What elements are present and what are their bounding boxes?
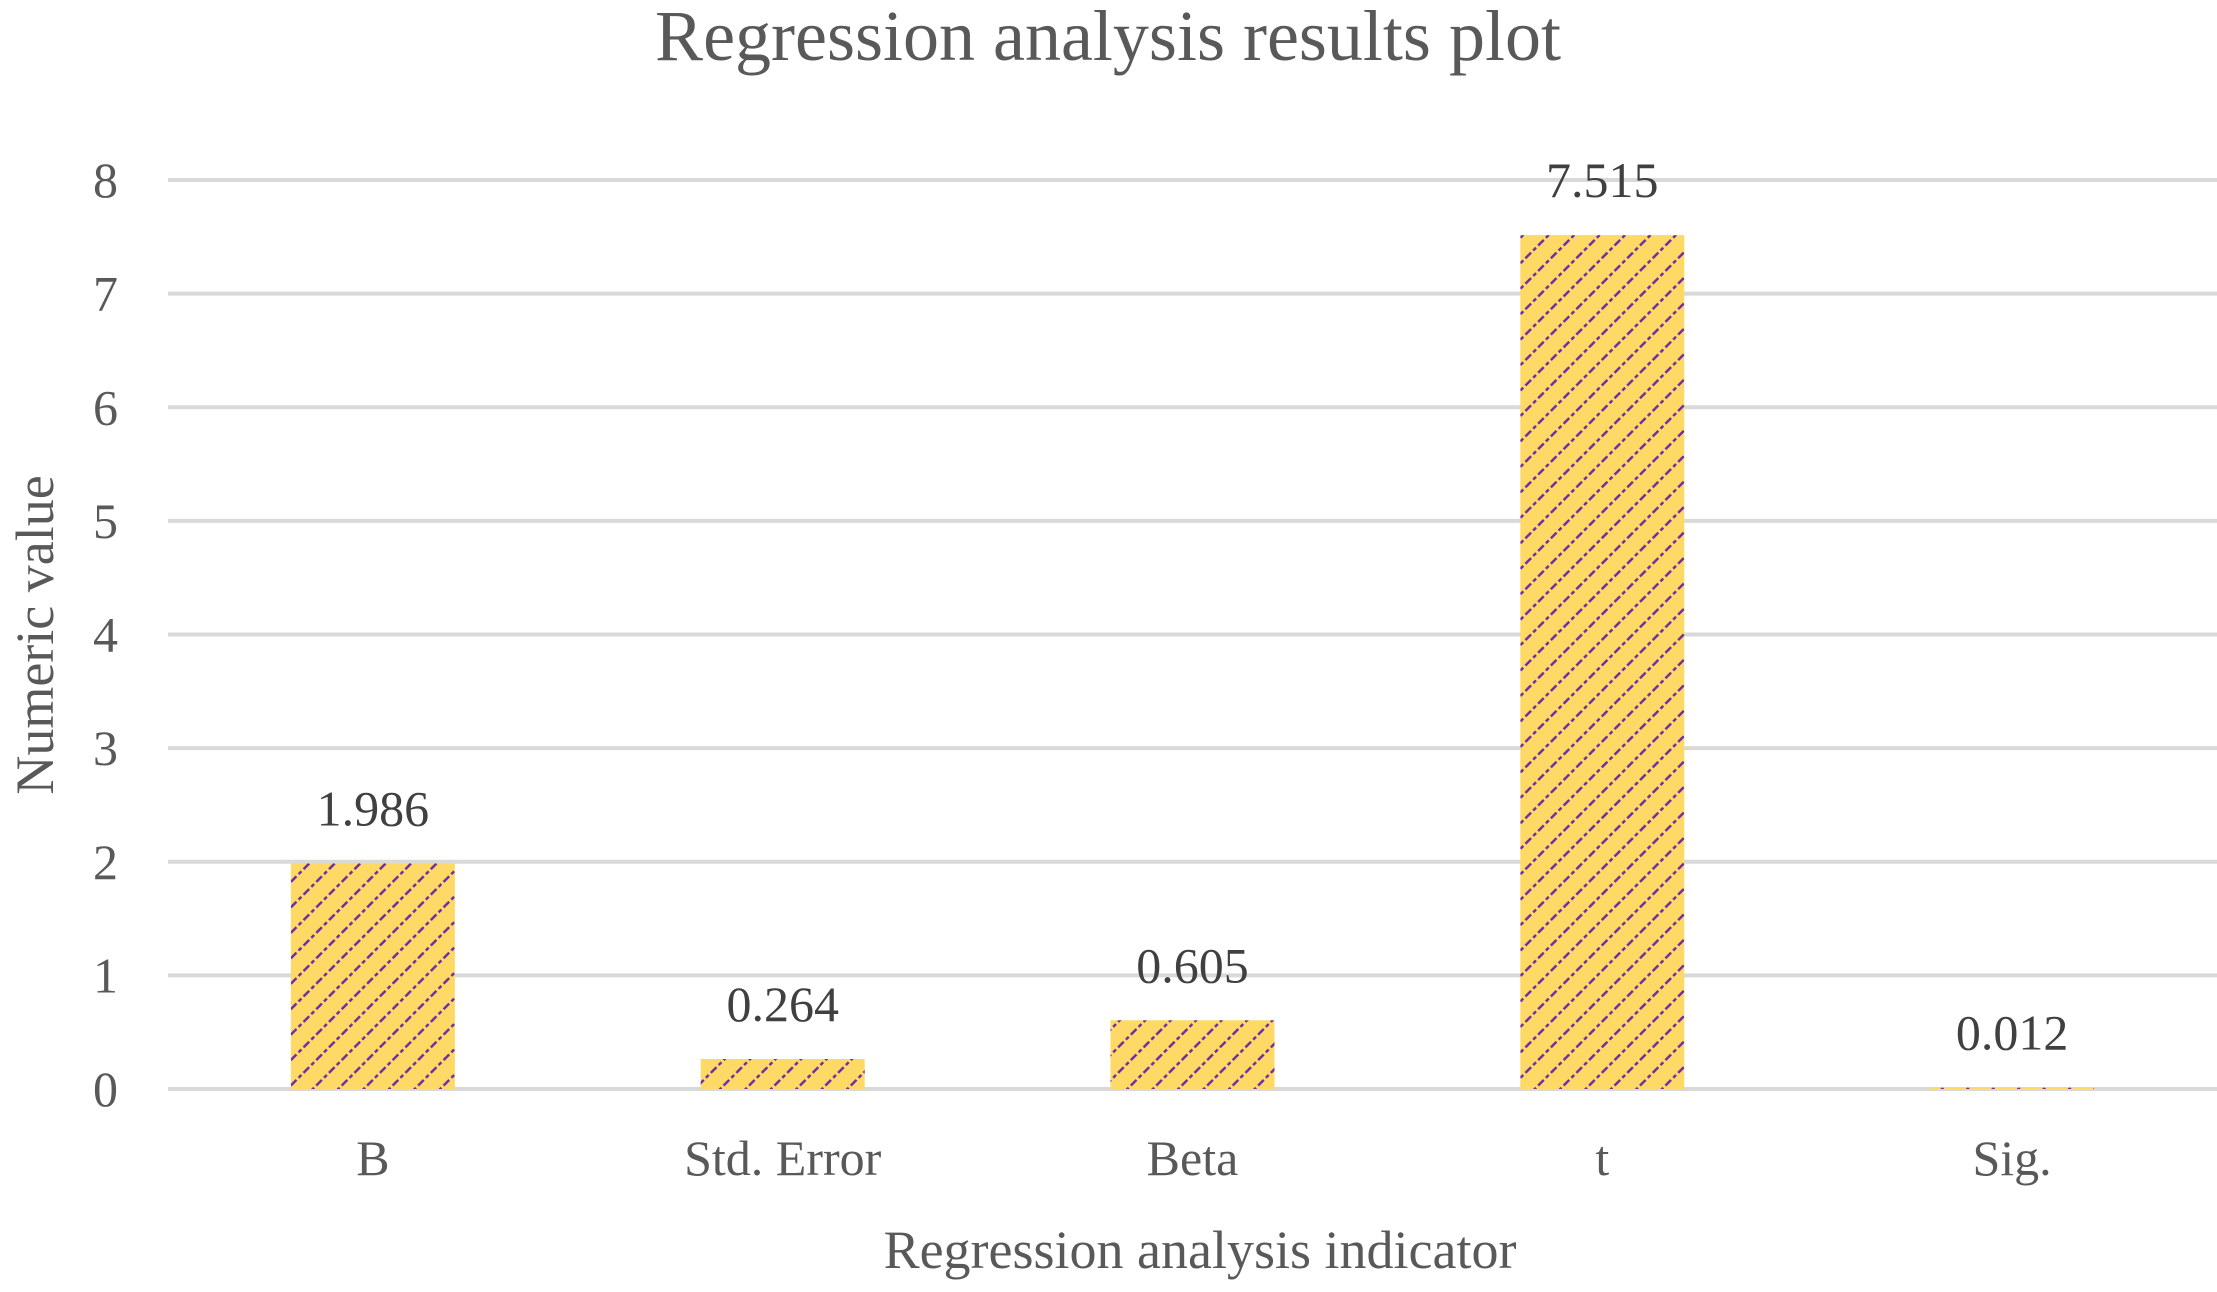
data-labels: 1.986 0.264 0.605 7.515 0.012 bbox=[317, 152, 2069, 1061]
data-label: 0.012 bbox=[1956, 1005, 2069, 1061]
y-tick-label: 0 bbox=[93, 1061, 118, 1117]
chart-title: Regression analysis results plot bbox=[655, 0, 1561, 76]
x-tick-label: B bbox=[356, 1130, 389, 1186]
bar-sig bbox=[1930, 1087, 2095, 1089]
bar-b bbox=[290, 863, 455, 1089]
x-tick-label: Sig. bbox=[1972, 1130, 2051, 1186]
y-tick-label: 5 bbox=[93, 493, 118, 549]
y-tick-label: 2 bbox=[93, 834, 118, 890]
x-tick-label: Beta bbox=[1147, 1130, 1239, 1186]
bars bbox=[290, 235, 2095, 1089]
y-tick-label: 8 bbox=[93, 152, 118, 208]
y-tick-label: 1 bbox=[93, 947, 118, 1003]
data-label: 0.264 bbox=[726, 976, 839, 1032]
y-tick-label: 7 bbox=[93, 266, 118, 322]
x-axis-label: Regression analysis indicator bbox=[884, 1220, 1517, 1280]
x-axis-ticks: B Std. Error Beta t Sig. bbox=[356, 1130, 2051, 1186]
y-tick-label: 3 bbox=[93, 720, 118, 776]
bar-std-error bbox=[700, 1059, 865, 1089]
y-tick-label: 4 bbox=[93, 607, 118, 663]
y-tick-label: 6 bbox=[93, 379, 118, 435]
y-axis-ticks: 0 1 2 3 4 5 6 7 8 bbox=[93, 152, 118, 1117]
data-label: 0.605 bbox=[1136, 937, 1249, 993]
y-axis-label: Numeric value bbox=[5, 475, 65, 794]
x-tick-label: Std. Error bbox=[684, 1130, 882, 1186]
x-tick-label: t bbox=[1595, 1130, 1609, 1186]
bar-t bbox=[1520, 235, 1685, 1089]
data-label: 7.515 bbox=[1546, 152, 1659, 208]
gridlines bbox=[168, 178, 2217, 1091]
data-label: 1.986 bbox=[317, 780, 430, 836]
bar-beta bbox=[1110, 1020, 1275, 1089]
